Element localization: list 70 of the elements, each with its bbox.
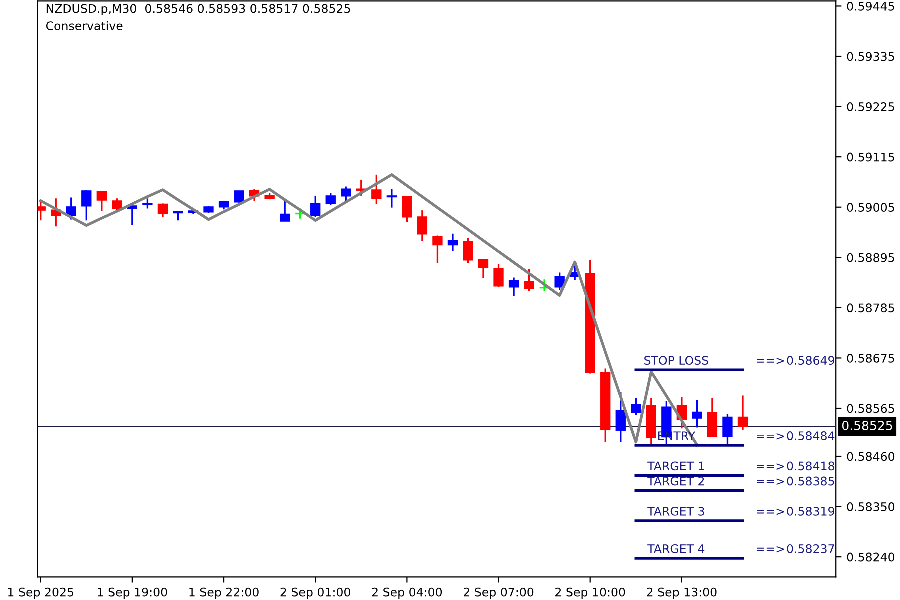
candlestick [66, 196, 76, 221]
y-tick-label: 0.58675 [847, 354, 894, 363]
candlestick [356, 179, 366, 197]
text: 0.58649 [787, 356, 834, 366]
text: Conservative [46, 21, 123, 30]
candlestick [631, 398, 642, 416]
candlestick [112, 198, 122, 211]
y-tick-label: 0.59445 [847, 2, 894, 11]
y-tick-label: 0.59115 [847, 152, 894, 162]
text: ==> [757, 478, 784, 486]
y-tick-label: 0.58350 [847, 502, 895, 512]
candlestick [158, 202, 168, 218]
candlestick [417, 210, 428, 242]
candlestick [508, 276, 520, 297]
candlestick [692, 399, 702, 429]
candlestick [386, 188, 398, 209]
y-tick-label: 0.58785 [847, 304, 894, 313]
candlestick [142, 198, 153, 210]
text: ==> [757, 433, 784, 440]
candlestick [616, 391, 626, 444]
candlestick [524, 268, 534, 292]
y-tick-label: 0.59335 [847, 52, 894, 62]
candlestick [432, 234, 443, 264]
candlestick [494, 263, 504, 288]
candlestick [310, 195, 321, 218]
y-tick-label: 0.58565 [847, 404, 894, 414]
x-tick-label: 2 Sep 13:00 [647, 588, 717, 600]
candlestick [372, 174, 382, 206]
y-tick-label: 0.59005 [847, 203, 894, 212]
candlestick [722, 414, 733, 446]
y-tick-label: 0.59225 [847, 102, 894, 112]
annotation: STOP LOSS [644, 356, 708, 366]
text: ==> [757, 358, 784, 364]
candlestick [173, 210, 184, 222]
y-tick-label: 0.58895 [847, 253, 894, 262]
x-tick-label: 2 Sep 01:00 [280, 588, 350, 600]
x-tick-label: 1 Sep 22:00 [190, 588, 259, 600]
text: 0.58418 [787, 462, 834, 471]
annotation: TARGET 4 [648, 544, 705, 554]
x-tick-label: 2 Sep 10:00 [556, 588, 626, 600]
text: 0.58319 [787, 506, 834, 516]
candlestick [478, 258, 489, 280]
annotation: TARGET 3 [648, 506, 704, 516]
x-tick-label: 1 Sep 19:00 [98, 588, 168, 600]
candlestick [554, 272, 565, 291]
ref-line-label: 0.58525 [842, 420, 892, 430]
text: ==> [757, 508, 784, 516]
text: 0.58237 [787, 544, 834, 554]
candlestick [96, 190, 107, 212]
candlestick [738, 394, 748, 432]
text: ==> [757, 464, 784, 470]
candlestick [448, 233, 458, 252]
candlestick [234, 190, 244, 204]
y-tick-label: 0.58460 [847, 452, 895, 462]
y-tick-label: 0.58240 [847, 552, 895, 562]
x-tick-label: 2 Sep 04:00 [372, 588, 442, 600]
x-tick-label: 1 Sep 2025 [8, 588, 74, 600]
candlestick [280, 200, 290, 222]
x-tick-label: 2 Sep 07:00 [464, 588, 534, 600]
text: 0.58484 [787, 432, 835, 440]
annotation: TARGET 1 [648, 462, 704, 471]
annotation: TARGET 2 [648, 476, 704, 486]
candlestick [463, 237, 474, 264]
candlestick [402, 196, 412, 224]
text: 0.58385 [787, 476, 834, 486]
candlestick [82, 189, 92, 222]
candlestick [341, 186, 352, 204]
text: ==> [757, 546, 784, 553]
chart-title: NZDUSD.p,M30 0.58546 0.58593 0.58517 0.58525 [46, 4, 350, 16]
candlestick [326, 192, 336, 206]
